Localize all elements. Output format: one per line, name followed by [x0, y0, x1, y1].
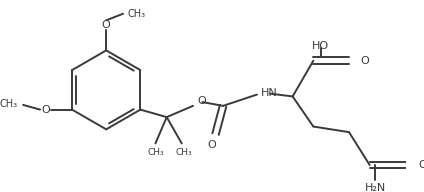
Text: O: O [418, 160, 424, 170]
Text: O: O [102, 20, 111, 30]
Text: O: O [198, 96, 206, 106]
Text: H₂N: H₂N [365, 183, 386, 192]
Text: CH₃: CH₃ [127, 9, 145, 19]
Text: HN: HN [261, 88, 277, 98]
Text: O: O [41, 105, 50, 115]
Text: O: O [360, 56, 369, 66]
Text: CH₃: CH₃ [0, 99, 17, 109]
Text: CH₃: CH₃ [147, 148, 164, 157]
Text: O: O [207, 140, 216, 150]
Text: CH₃: CH₃ [175, 148, 192, 157]
Text: HO: HO [312, 41, 329, 51]
